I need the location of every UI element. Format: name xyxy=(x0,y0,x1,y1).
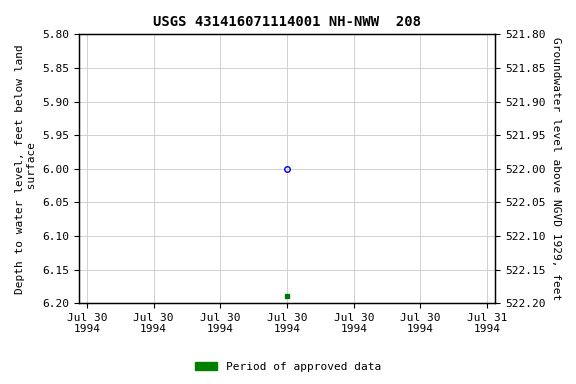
Legend: Period of approved data: Period of approved data xyxy=(191,358,385,377)
Y-axis label: Depth to water level, feet below land
 surface: Depth to water level, feet below land su… xyxy=(15,44,37,294)
Y-axis label: Groundwater level above NGVD 1929, feet: Groundwater level above NGVD 1929, feet xyxy=(551,37,561,300)
Title: USGS 431416071114001 NH-NWW  208: USGS 431416071114001 NH-NWW 208 xyxy=(153,15,421,29)
